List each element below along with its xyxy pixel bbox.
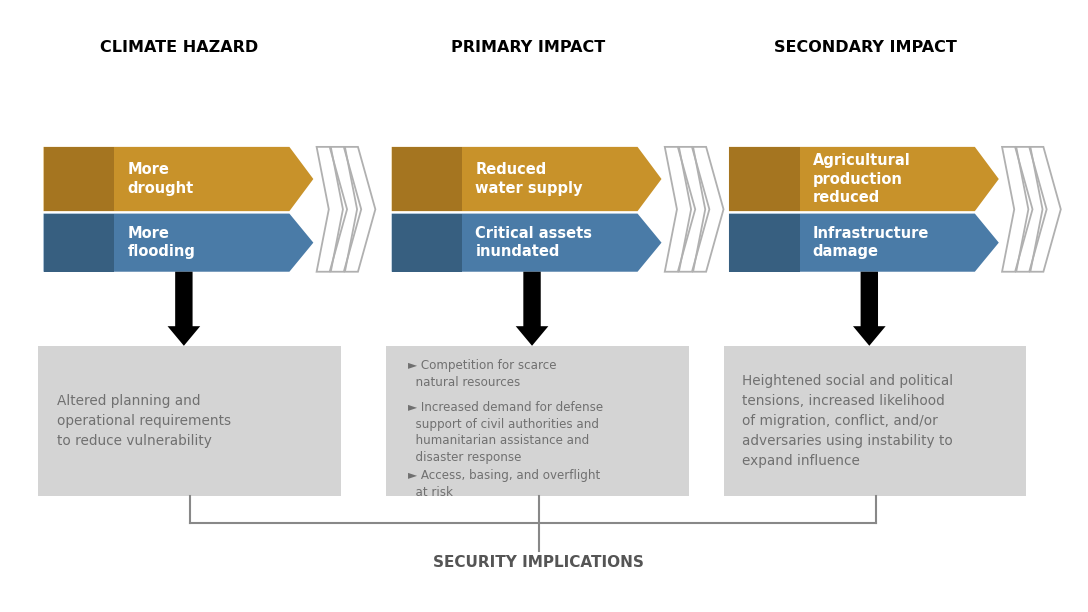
Polygon shape (392, 214, 662, 272)
Polygon shape (44, 214, 313, 272)
Text: Altered planning and
operational requirements
to reduce vulnerability: Altered planning and operational require… (57, 394, 231, 448)
Polygon shape (729, 214, 999, 272)
Polygon shape (729, 147, 999, 211)
Bar (729, 147, 800, 211)
Polygon shape (516, 272, 548, 346)
Text: Reduced
water supply: Reduced water supply (475, 162, 583, 196)
Bar (724, 346, 1026, 496)
Bar (392, 214, 462, 272)
Bar (38, 346, 341, 496)
Text: PRIMARY IMPACT: PRIMARY IMPACT (450, 40, 605, 55)
Polygon shape (853, 272, 886, 346)
Text: Critical assets
inundated: Critical assets inundated (475, 226, 593, 259)
Text: ► Competition for scarce
  natural resources: ► Competition for scarce natural resourc… (408, 359, 556, 389)
Text: Agricultural
production
reduced: Agricultural production reduced (813, 153, 911, 205)
Text: More
flooding: More flooding (127, 226, 195, 259)
Bar (44, 147, 114, 211)
Bar (386, 346, 689, 496)
Polygon shape (44, 147, 313, 211)
Text: ► Access, basing, and overflight
  at risk: ► Access, basing, and overflight at risk (408, 469, 601, 499)
Text: Heightened social and political
tensions, increased likelihood
of migration, con: Heightened social and political tensions… (742, 374, 953, 468)
Bar (729, 214, 800, 272)
Bar (44, 214, 114, 272)
Polygon shape (168, 272, 200, 346)
Text: SECURITY IMPLICATIONS: SECURITY IMPLICATIONS (433, 555, 644, 570)
Text: More
drought: More drought (127, 162, 194, 196)
Bar (392, 147, 462, 211)
Text: Infrastructure
damage: Infrastructure damage (813, 226, 929, 259)
Text: ► Increased demand for defense
  support of civil authorities and
  humanitarian: ► Increased demand for defense support o… (408, 401, 603, 464)
Polygon shape (392, 147, 662, 211)
Text: CLIMATE HAZARD: CLIMATE HAZARD (100, 40, 259, 55)
Text: SECONDARY IMPACT: SECONDARY IMPACT (774, 40, 956, 55)
